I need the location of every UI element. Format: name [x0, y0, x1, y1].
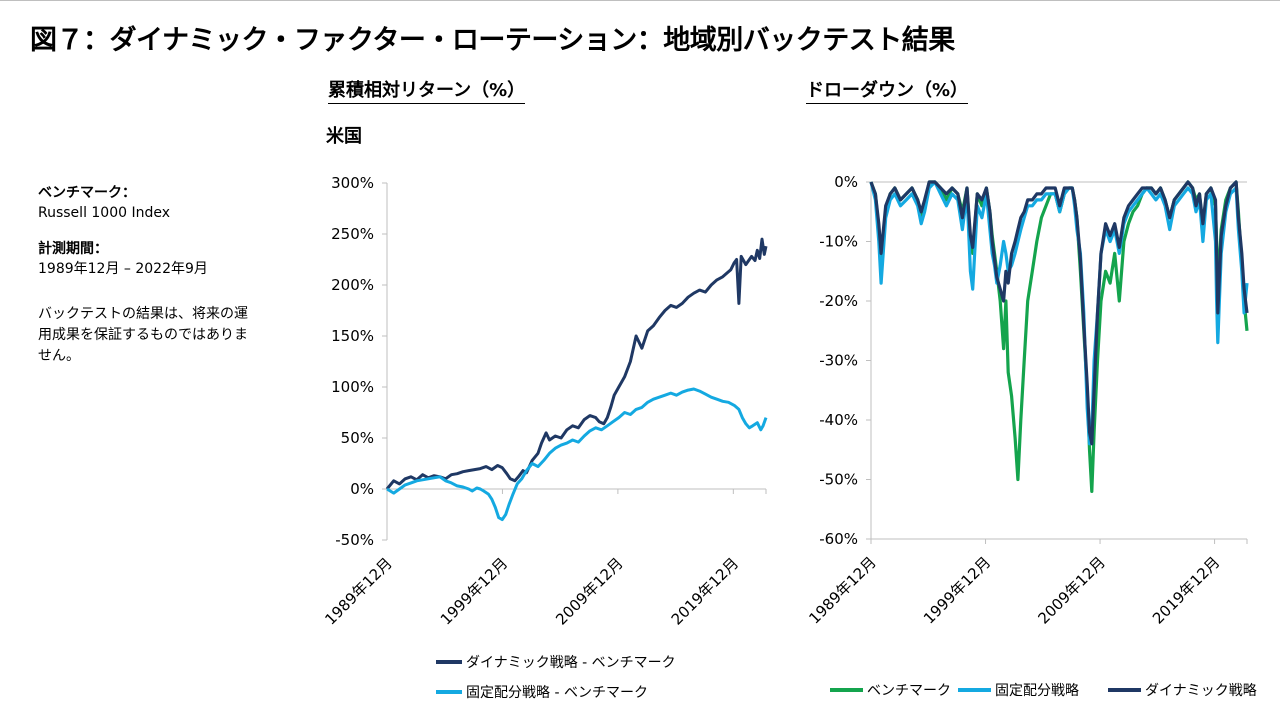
cumulative-y-tick-label: 300%	[331, 174, 374, 192]
drawdown-y-tick-label: 0%	[834, 173, 858, 191]
cumulative-series-line-2	[386, 387, 768, 522]
benchmark-label: ベンチマーク：	[38, 185, 136, 201]
drawdown-y-tick-label: -60%	[819, 530, 858, 548]
panel-heading-cumulative: 累積相対リターン（%）	[328, 76, 526, 104]
drawdown-series-line-1	[869, 180, 1249, 493]
cumulative-x-tick-label: 1999年12月	[437, 554, 511, 628]
drawdown-x-tick-label: 1999年12月	[920, 553, 994, 627]
drawdown-y-tick-label: -20%	[819, 292, 858, 310]
cumulative-legend-label: 固定配分戦略 - ベンチマーク	[466, 685, 648, 701]
disclaimer-text: バックテストの結果は、将来の運用成果を保証するものではありません。	[38, 306, 248, 364]
panel-heading-drawdown: ドローダウン（%）	[806, 76, 969, 104]
cumulative-x-tick-label: 1989年12月	[321, 554, 395, 628]
cumulative-y-tick-label: 0%	[350, 480, 374, 498]
benchmark-value: Russell 1000 Index	[38, 205, 171, 221]
cumulative-y-tick-label: 100%	[331, 378, 374, 396]
drawdown-y-tick-label: -50%	[819, 471, 858, 489]
cumulative-y-tick-label: 250%	[331, 225, 374, 243]
cumulative-x-tick-label: 2009年12月	[552, 554, 626, 628]
period-value: 1989年12月 – 2022年9月	[38, 261, 208, 277]
region-label: 米国	[326, 126, 362, 147]
drawdown-x-tick-label: 2019年12月	[1149, 553, 1223, 627]
cumulative-y-tick-label: 200%	[331, 276, 374, 294]
cumulative-x-tick-label: 2019年12月	[668, 554, 742, 628]
drawdown-series-line-3	[869, 180, 1249, 446]
cumulative-y-tick-label: 50%	[341, 429, 374, 447]
drawdown-y-tick-label: -40%	[819, 411, 858, 429]
cumulative-legend-label: ダイナミック戦略 - ベンチマーク	[466, 655, 676, 671]
drawdown-legend-label: ベンチマーク	[867, 683, 951, 699]
drawdown-legend-label: 固定配分戦略	[995, 683, 1079, 699]
drawdown-legend-label: ダイナミック戦略	[1145, 683, 1257, 699]
drawdown-y-tick-label: -30%	[819, 352, 858, 370]
top-rule	[0, 0, 1280, 1]
page-title: 図７：ダイナミック・ファクター・ローテーション：地域別バックテスト結果	[30, 25, 955, 56]
drawdown-x-tick-label: 1989年12月	[805, 553, 879, 627]
cumulative-series-line-1	[385, 237, 768, 490]
drawdown-x-tick-label: 2009年12月	[1034, 553, 1108, 627]
cumulative-y-tick-label: 150%	[331, 327, 374, 345]
drawdown-y-tick-label: -10%	[819, 233, 858, 251]
drawdown-series-line-2	[869, 180, 1249, 446]
cumulative-y-tick-label: -50%	[335, 531, 374, 549]
period-label: 計測期間：	[38, 241, 108, 257]
